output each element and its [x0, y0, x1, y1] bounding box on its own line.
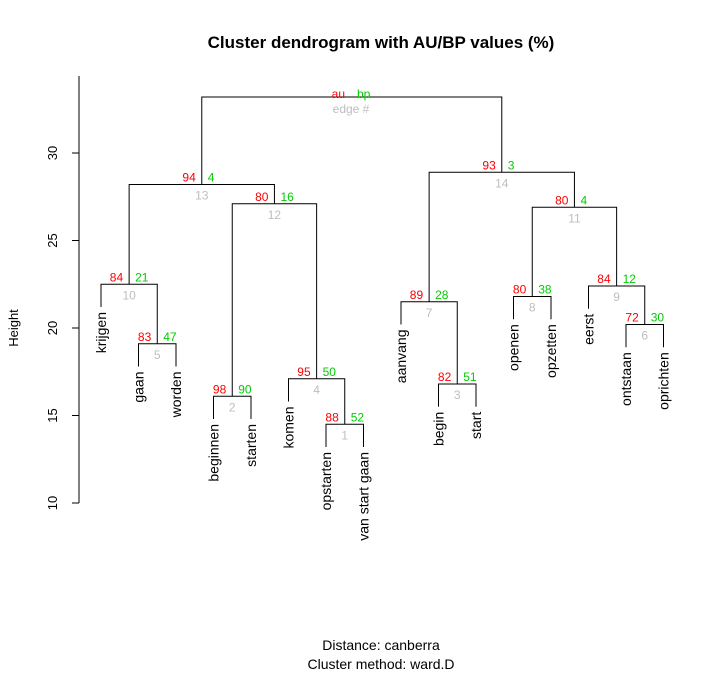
edge-number: 9: [613, 290, 620, 304]
bp-value: 4: [208, 171, 215, 185]
leaf-label: openen: [506, 324, 522, 371]
edge-number: 8: [529, 301, 536, 315]
bp-value: 3: [508, 158, 515, 172]
distance-label: Distance: canberra: [322, 637, 440, 653]
au-value: 80: [513, 283, 527, 297]
edge-number: 13: [195, 189, 209, 203]
leaf-label: opstarten: [318, 452, 334, 510]
y-tick-label: 10: [45, 496, 60, 510]
y-tick-label: 15: [45, 408, 60, 422]
y-axis: 10 15 20 25 30: [45, 76, 80, 510]
au-value: 72: [625, 311, 639, 325]
y-tick-label: 20: [45, 321, 60, 335]
bp-value: 90: [238, 382, 252, 396]
edge-number: 2: [229, 400, 236, 414]
edge-number: 5: [154, 348, 161, 362]
au-value: 88: [325, 410, 339, 424]
leaf-label: van start gaan: [356, 452, 372, 541]
dendrogram-tree: [100, 96, 664, 447]
dendrogram-branch: [428, 171, 575, 302]
edge-number: 11: [568, 211, 581, 225]
bp-value: 47: [163, 330, 177, 344]
au-value: 93: [482, 158, 496, 172]
leaf-label: eerst: [581, 314, 597, 345]
leaf-label: aanvang: [393, 330, 409, 384]
leaf-label: begin: [431, 412, 447, 446]
edge-number: 6: [641, 329, 648, 343]
edge-number: 4: [313, 383, 320, 397]
au-value: 84: [110, 270, 124, 284]
leaf-labels: krijgen gaan worden beginnen starten komen ops…: [93, 312, 672, 541]
au-value: 95: [297, 365, 311, 379]
edge-number: 12: [268, 208, 282, 222]
leaf-label: gaan: [131, 372, 147, 403]
bp-value: 52: [351, 410, 365, 424]
y-tick-label: 25: [45, 233, 60, 247]
leaf-label: krijgen: [93, 312, 109, 353]
legend-au: au: [332, 87, 345, 101]
y-axis-label: Height: [6, 309, 21, 347]
chart-title: Cluster dendrogram with AU/BP values (%): [208, 33, 555, 52]
leaf-label: ontstaan: [618, 352, 634, 406]
au-value: 82: [438, 370, 452, 384]
leaf-label: oprichten: [656, 352, 672, 410]
dendrogram-branch: [201, 96, 503, 185]
au-value: 94: [182, 171, 196, 185]
method-label: Cluster method: ward.D: [307, 656, 454, 672]
legend: au bp edge #: [332, 87, 371, 116]
edge-number: 3: [454, 388, 461, 402]
au-value: 83: [138, 330, 152, 344]
leaf-label: start: [468, 412, 484, 439]
edge-number: 7: [426, 306, 433, 320]
leaf-label: opzetten: [543, 324, 559, 378]
bp-value: 21: [135, 270, 149, 284]
bp-value: 50: [323, 365, 337, 379]
leaf-label: komen: [281, 407, 297, 449]
au-value: 84: [597, 272, 611, 286]
legend-edge: edge #: [333, 102, 370, 116]
leaf-label: starten: [243, 424, 259, 467]
au-value: 89: [410, 288, 424, 302]
bp-value: 12: [623, 272, 637, 286]
bp-value: 51: [463, 370, 477, 384]
bp-value: 30: [651, 311, 665, 325]
leaf-label: worden: [168, 372, 184, 419]
bp-value: 38: [538, 283, 552, 297]
bp-value: 4: [580, 193, 587, 207]
edge-number: 14: [495, 176, 509, 190]
legend-bp: bp: [357, 87, 371, 101]
bp-value: 28: [435, 288, 449, 302]
au-value: 80: [555, 193, 569, 207]
y-tick-label: 30: [45, 146, 60, 160]
au-value: 80: [255, 190, 269, 204]
bp-value: 16: [280, 190, 294, 204]
leaf-label: beginnen: [206, 424, 222, 482]
edge-number: 1: [341, 428, 348, 442]
au-value: 98: [213, 382, 227, 396]
edge-number: 10: [122, 288, 136, 302]
